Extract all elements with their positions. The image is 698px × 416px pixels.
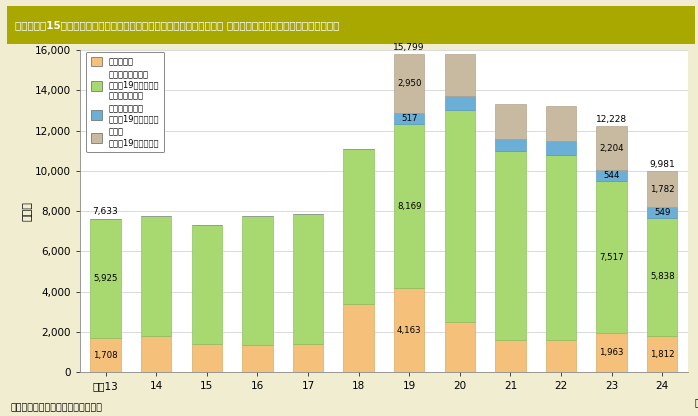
Text: 4,163: 4,163 [397,326,422,335]
Bar [141,215,172,336]
Bar [394,54,424,114]
Text: 7,517: 7,517 [600,253,624,262]
Text: 1,812: 1,812 [650,349,674,359]
Text: 第１－５－15図　都道府県労働局雇用均等室に寄せられた職場における セクシュアル・ハラスメントの相談件数: 第１－５－15図 都道府県労働局雇用均等室に寄せられた職場における セクシュアル… [15,20,340,30]
Bar [343,149,374,304]
Text: 9,981: 9,981 [649,160,675,169]
Text: 8,169: 8,169 [397,202,422,210]
Bar [647,171,677,207]
Bar [394,114,424,124]
Text: 2,204: 2,204 [600,144,624,153]
Text: （年度）: （年度） [695,397,698,407]
Bar [91,338,121,372]
Bar [496,340,526,372]
Bar [394,288,424,372]
Text: 7,633: 7,633 [93,207,119,216]
Text: 5,925: 5,925 [94,274,118,283]
Bar [191,225,222,344]
Text: 544: 544 [603,171,620,180]
Text: 1,708: 1,708 [94,351,118,359]
Bar [596,181,627,333]
Bar [647,207,677,218]
Bar [91,218,121,338]
Text: 1,782: 1,782 [650,185,674,194]
Bar [596,126,627,170]
Bar [293,214,323,344]
Bar [293,344,323,372]
Bar [242,216,272,344]
Text: 2,950: 2,950 [397,79,422,88]
Bar [546,340,576,372]
Bar [141,336,172,372]
Bar [546,106,576,141]
Legend: 事業主から, 女性労働者等から
（平成19年度以降女
性労働者のみ）, 男性労働者から
（平成19年度以降）, その他
（平成19年度以降）: 事業主から, 女性労働者等から （平成19年度以降女 性労働者のみ）, 男性労働… [87,52,164,152]
Text: 1,963: 1,963 [600,348,624,357]
Bar [546,141,576,155]
Bar [546,155,576,340]
Text: 15,799: 15,799 [394,42,425,52]
Bar [445,54,475,96]
Bar [242,344,272,372]
Bar [496,139,526,151]
Text: 549: 549 [654,208,670,217]
Text: 517: 517 [401,114,417,123]
Y-axis label: （件）: （件） [22,201,32,221]
Bar [647,218,677,336]
Text: 12,228: 12,228 [596,114,628,124]
Bar [496,104,526,139]
Bar [647,336,677,372]
Bar [445,110,475,322]
Text: （備考）厚生労働省資料より作成。: （備考）厚生労働省資料より作成。 [10,404,103,413]
Bar [445,96,475,110]
Bar [394,124,424,288]
Bar [496,151,526,340]
Bar [596,333,627,372]
Bar [191,344,222,372]
Text: 5,838: 5,838 [650,272,674,282]
Bar [596,170,627,181]
Bar [343,304,374,372]
Bar [445,322,475,372]
